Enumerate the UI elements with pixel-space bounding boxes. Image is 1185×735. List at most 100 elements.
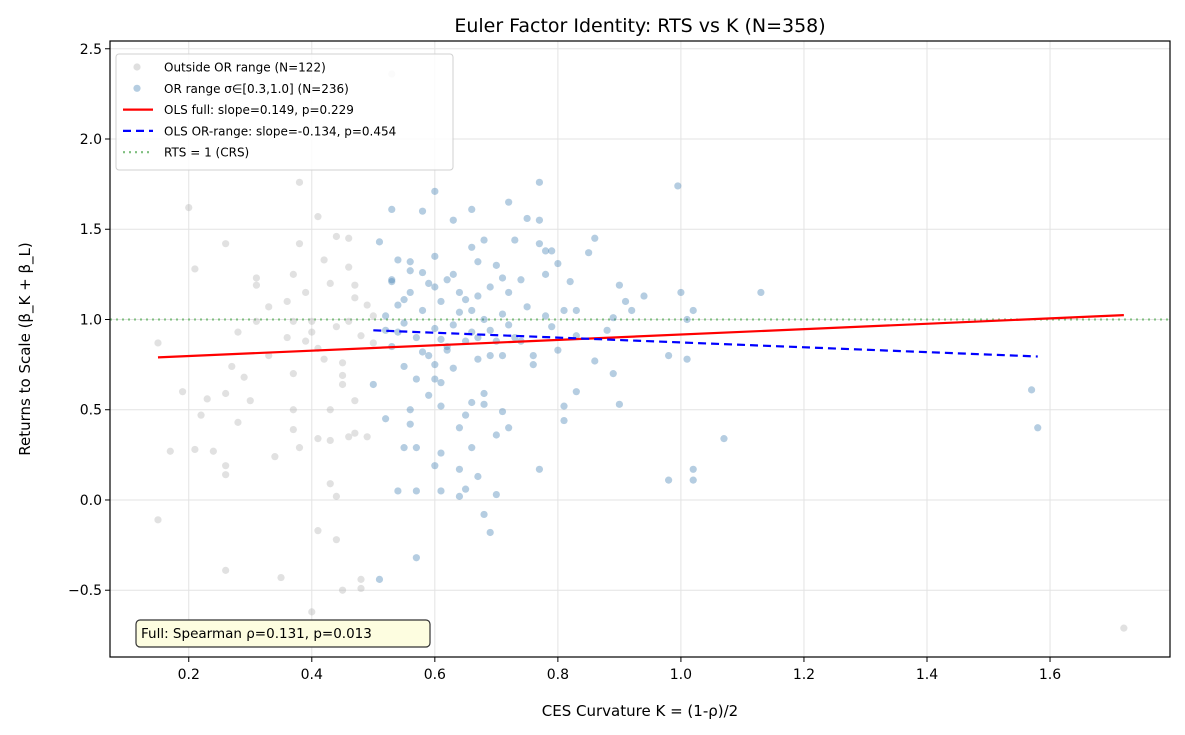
outside-or-point [369, 339, 377, 347]
or-range-point [548, 323, 556, 331]
outside-or-point [289, 317, 297, 325]
ols-or-range-line [373, 329, 1038, 358]
or-range-point [720, 435, 728, 443]
or-range-point [535, 178, 544, 186]
or-range-point [455, 288, 464, 297]
or-range-point [609, 314, 617, 322]
or-range-point [677, 288, 685, 297]
outside-or-point [191, 265, 199, 273]
or-range-point [492, 431, 500, 439]
or-range-point [369, 380, 377, 389]
outside-or-point [345, 433, 353, 441]
or-range-point [455, 308, 464, 316]
or-range-point [628, 306, 636, 315]
outside-or-point [154, 339, 162, 347]
x-axis-ticks: 0.2 0.4 0.6 0.8 1.0 1.2 1.4 1.6 [178, 657, 1061, 683]
outside-or-point [246, 397, 254, 405]
or-range-point [443, 276, 451, 284]
or-range-point [406, 288, 414, 297]
or-range-point [541, 247, 550, 255]
x-tick-label: 0.4 [301, 667, 323, 683]
outside-or-point [265, 303, 273, 311]
legend-label: RTS = 1 (CRS) [164, 146, 249, 160]
or-range-point [468, 444, 476, 452]
or-range-point [461, 485, 470, 493]
or-range-point [603, 326, 611, 334]
outside-or-point [302, 337, 310, 345]
legend-box [115, 53, 454, 171]
or-range-point [665, 351, 673, 360]
or-range-point [388, 276, 396, 284]
or-range-point [400, 296, 408, 304]
or-range-point [437, 487, 445, 495]
or-range-point [394, 301, 402, 309]
or-range-point [412, 487, 420, 495]
outside-or-point [357, 575, 365, 583]
or-range-point [388, 205, 396, 213]
or-range-point [480, 389, 488, 398]
outside-or-point [191, 445, 199, 454]
x-tick-label: 0.6 [424, 667, 446, 683]
or-range-point [505, 198, 513, 206]
or-range-point [492, 261, 500, 269]
or-range-point [480, 315, 488, 324]
or-range-point [437, 297, 445, 306]
or-range-point [535, 465, 544, 473]
outside-or-point [345, 263, 353, 271]
outside-or-point [252, 274, 261, 282]
or-range-point [560, 416, 568, 425]
outside-or-point [338, 380, 347, 389]
or-range-point [505, 288, 513, 297]
y-axis-label: Returns to Scale (β_K + β_L) [16, 242, 35, 455]
or-range-point [498, 310, 507, 318]
x-axis-label: CES Curvature K = (1-ρ)/2 [542, 702, 738, 720]
or-range-point [400, 319, 408, 327]
or-range-point [609, 370, 617, 378]
x-tick-label: 0.2 [178, 667, 200, 683]
outside-or-point [295, 444, 304, 452]
or-range-point [689, 306, 697, 315]
outside-or-point [338, 359, 347, 367]
or-range-point [560, 402, 568, 410]
outside-or-point [295, 178, 304, 186]
or-range-point [418, 306, 427, 315]
outside-or-point [289, 370, 297, 378]
grid [110, 41, 1170, 657]
or-range-point [418, 268, 427, 277]
or-range-point [400, 362, 408, 371]
or-range-point [474, 472, 482, 481]
or-range-point [394, 256, 402, 264]
or-range-point [480, 510, 488, 519]
outside-or-point [252, 281, 261, 289]
or-range-point [388, 277, 396, 286]
or-range-point [560, 306, 568, 315]
x-tick-label: 0.8 [547, 667, 569, 683]
outside-or-point [308, 328, 316, 336]
or-range-point [665, 476, 673, 484]
or-range-point [492, 490, 500, 499]
or-range-point [468, 205, 476, 213]
outside-or-point [289, 425, 297, 434]
or-range-point [1034, 424, 1042, 432]
plot-frame [109, 40, 1171, 658]
or-range-point [412, 375, 420, 383]
or-range-point [591, 357, 599, 365]
or-range-point [541, 270, 550, 278]
or-range-point [400, 444, 408, 452]
or-range-point [523, 214, 531, 223]
outside-or-point [357, 332, 365, 340]
or-range-point [474, 292, 482, 300]
or-range-point [480, 236, 488, 244]
outside-or-point [320, 256, 328, 264]
or-range-point [449, 270, 457, 278]
outside-or-point [308, 608, 316, 616]
or-range-point [437, 449, 445, 457]
or-range-point [505, 424, 513, 432]
outside-or-point [308, 317, 316, 325]
or-range-point [529, 361, 537, 369]
legend-label: OR range σ∈[0.3,1.0] (N=236) [164, 82, 349, 96]
outside-or-point [178, 388, 187, 396]
or-range-point [486, 326, 494, 334]
outside-or-point [357, 584, 365, 593]
